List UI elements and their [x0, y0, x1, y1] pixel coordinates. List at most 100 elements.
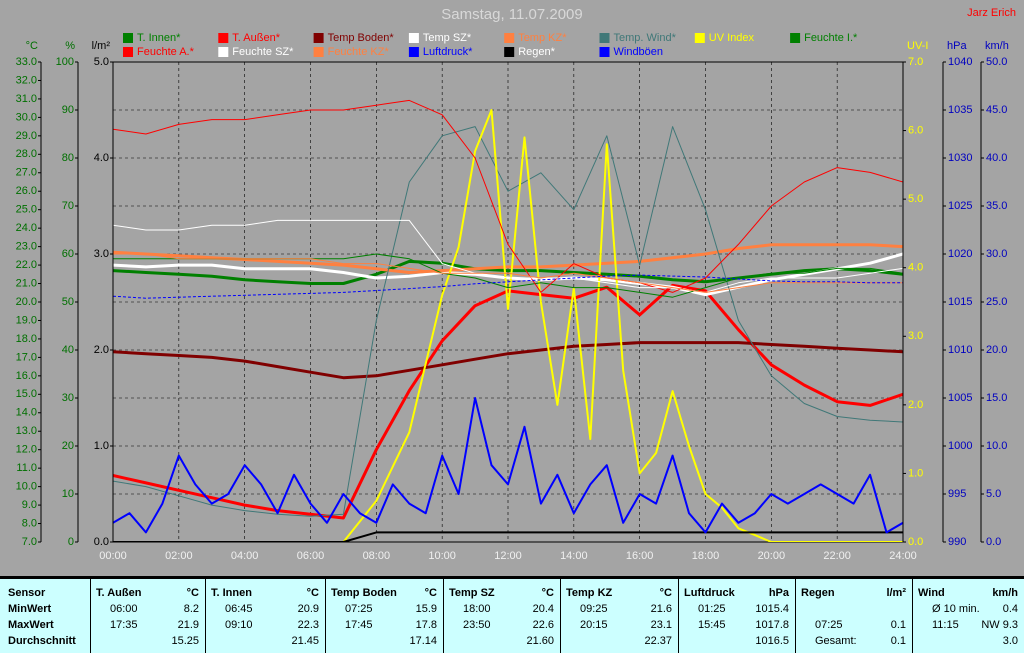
- legend-swatch: [408, 47, 419, 57]
- cell-value: NW 9.3: [981, 619, 1018, 631]
- y-tick-label: 995: [948, 488, 966, 500]
- legend-label: Feuchte A.*: [137, 46, 195, 58]
- y-tick-label: 0.0: [94, 536, 109, 548]
- cell-value: 0.1: [890, 619, 906, 631]
- column-name: Temp SZ: [449, 587, 495, 599]
- cell-time: 07:25: [345, 603, 373, 615]
- series-line: [113, 219, 903, 293]
- column-unit: °C: [186, 587, 199, 599]
- column-divider: [560, 579, 561, 653]
- column-name: Temp Boden: [331, 587, 397, 599]
- y-tick-label: 5.0: [986, 488, 1001, 500]
- column-name: Regen: [801, 587, 835, 599]
- y-tick-label: 1010: [948, 344, 972, 356]
- y-axis-title: °C: [26, 40, 38, 52]
- y-tick-label: 1025: [948, 200, 972, 212]
- author: Jarz Erich: [967, 7, 1016, 19]
- column-unit: hPa: [768, 587, 789, 599]
- y-tick-label: 990: [948, 536, 966, 548]
- legend-label: Regen*: [518, 46, 555, 58]
- cell-value: 21.45: [291, 635, 319, 647]
- x-tick-label: 10:00: [428, 550, 456, 562]
- cell-time: 17:45: [345, 619, 373, 631]
- y-tick-label: 23.0: [16, 241, 37, 253]
- cell-time: 06:00: [110, 603, 138, 615]
- series-line: [113, 99, 903, 293]
- y-tick-label: 26.0: [16, 185, 37, 197]
- cell-value: 15.9: [415, 603, 437, 615]
- cell-time: 01:25: [698, 603, 726, 615]
- y-tick-label: 40.0: [986, 152, 1007, 164]
- chart-title: Samstag, 11.07.2009: [441, 6, 583, 23]
- column-unit: km/h: [992, 587, 1018, 599]
- column-unit: °C: [659, 587, 672, 599]
- y-tick-label: 1020: [948, 248, 972, 260]
- x-tick-label: 00:00: [99, 550, 127, 562]
- legend-label: Temp. Wind*: [614, 32, 677, 44]
- y-tick-label: 0: [68, 536, 74, 548]
- series-line: [113, 259, 903, 285]
- y-tick-label: 9.0: [22, 499, 37, 511]
- cell-value: 17.14: [409, 635, 437, 647]
- legend-label: Feuchte SZ*: [232, 46, 294, 58]
- y-axis-title: l/m²: [92, 40, 111, 52]
- y-tick-label: 20: [62, 440, 74, 452]
- legend-label: Temp KZ*: [518, 32, 567, 44]
- series-line: [113, 253, 903, 293]
- cell-time: 18:00: [463, 603, 491, 615]
- cell-value: 1015.4: [755, 603, 789, 615]
- row-label: MinWert: [8, 603, 52, 615]
- y-tick-label: 1.0: [908, 467, 923, 479]
- y-tick-label: 1015: [948, 296, 972, 308]
- y-tick-label: 5.0: [94, 56, 109, 68]
- legend-swatch: [313, 33, 324, 43]
- y-tick-label: 11.0: [16, 462, 37, 474]
- cell-value: 15.25: [171, 635, 199, 647]
- y-axis-title: hPa: [947, 40, 967, 52]
- cell-value: 3.0: [1002, 635, 1018, 647]
- cell-time: 20:15: [580, 619, 608, 631]
- y-tick-label: 10.0: [16, 481, 37, 493]
- cell-time: 23:50: [463, 619, 491, 631]
- y-tick-label: 3.0: [94, 248, 109, 260]
- y-tick-label: 28.0: [16, 148, 37, 160]
- y-tick-label: 30.0: [986, 248, 1007, 260]
- y-tick-label: 80: [62, 152, 74, 164]
- y-tick-label: 10.0: [986, 440, 1007, 452]
- series-line: [113, 341, 903, 380]
- y-tick-label: 13.0: [16, 425, 37, 437]
- stats-table: Sensor T. Außen °C T. Innen °C Temp Boden °C Te…: [0, 579, 1024, 653]
- y-tick-label: 50: [62, 296, 74, 308]
- y-tick-label: 16.0: [16, 370, 37, 382]
- cell-value: 0.4: [1002, 603, 1018, 615]
- x-tick-label: 02:00: [165, 550, 193, 562]
- legend-label: T. Innen*: [137, 32, 181, 44]
- column-divider: [678, 579, 679, 653]
- legend-swatch: [123, 33, 133, 43]
- cell-time: 11:15: [932, 619, 959, 631]
- y-tick-label: 90: [62, 104, 74, 116]
- series-line: [113, 283, 903, 520]
- legend-label: Temp SZ*: [423, 32, 472, 44]
- column-name: T. Außen: [96, 587, 142, 599]
- y-tick-label: 17.0: [16, 351, 37, 363]
- series-line: [113, 243, 903, 274]
- legend-swatch: [218, 33, 229, 43]
- x-tick-label: 06:00: [297, 550, 325, 562]
- x-tick-label: 20:00: [758, 550, 786, 562]
- column-divider: [912, 579, 913, 653]
- y-tick-label: 31.0: [16, 93, 37, 105]
- cell-value: 23.1: [650, 619, 672, 631]
- cell-value: 8.2: [183, 603, 199, 615]
- cell-value: 21.60: [526, 635, 554, 647]
- series-line: [113, 531, 903, 542]
- y-tick-label: 21.0: [16, 277, 37, 289]
- y-tick-label: 5.0: [908, 193, 923, 205]
- series-line: [113, 126, 903, 517]
- series-line: [113, 109, 903, 542]
- y-tick-label: 20.0: [16, 296, 37, 308]
- x-tick-label: 12:00: [494, 550, 522, 562]
- y-tick-label: 1040: [948, 56, 972, 68]
- cell-time: Gesamt:: [815, 635, 857, 647]
